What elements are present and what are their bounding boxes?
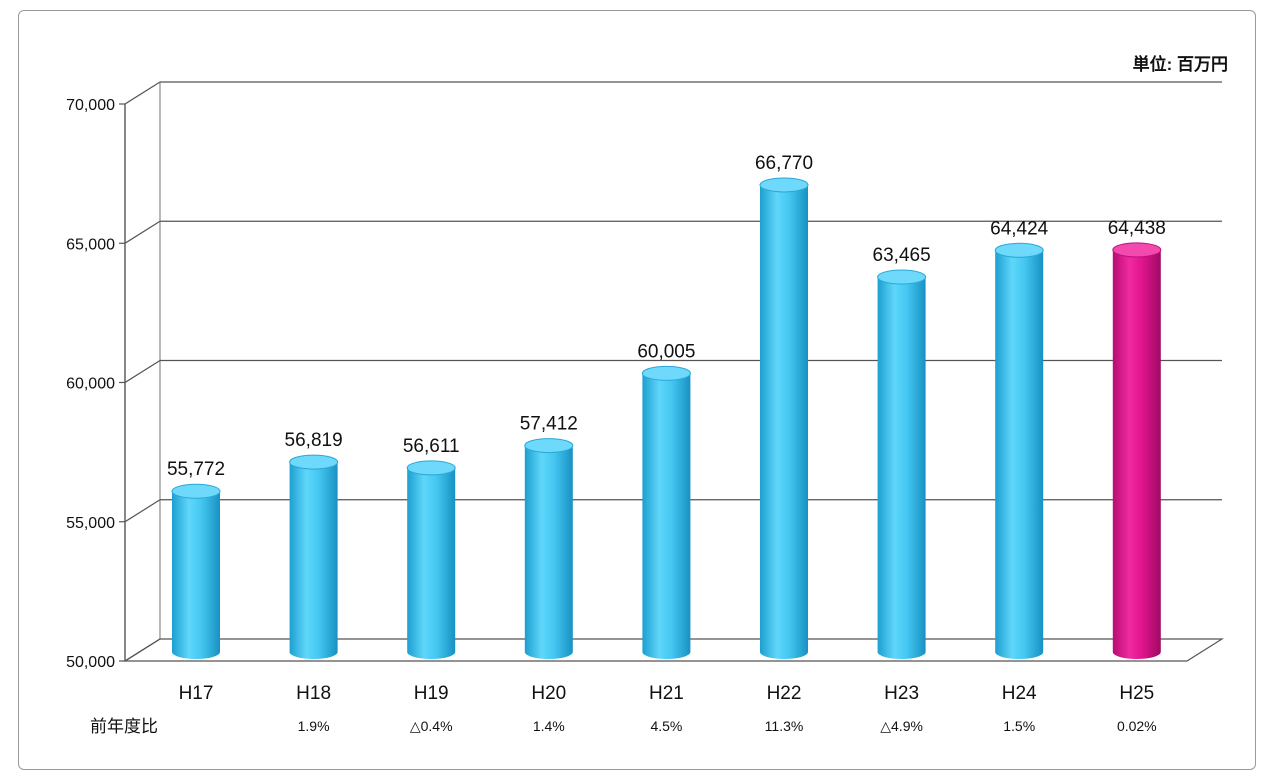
bar-H19 xyxy=(406,460,456,659)
yoy-label: 1.4% xyxy=(533,718,565,734)
bar-H17 xyxy=(171,483,221,659)
data-label: 56,611 xyxy=(403,436,460,457)
yoy-row-label: 前年度比 xyxy=(90,717,158,736)
bar-body xyxy=(289,462,338,659)
y-tick-label: 50,000 xyxy=(66,654,115,671)
data-label: 66,770 xyxy=(755,153,813,174)
bar-body xyxy=(877,276,926,659)
bar-H22 xyxy=(759,177,809,659)
bar-H20 xyxy=(524,438,574,659)
x-tick-label: H17 xyxy=(179,683,214,704)
bar-top xyxy=(877,269,927,285)
y-tick-label: 60,000 xyxy=(66,376,115,393)
gridline-diagonal xyxy=(124,638,161,662)
bar-top xyxy=(759,177,809,193)
data-label: 56,819 xyxy=(285,430,343,451)
x-tick-label: H23 xyxy=(884,683,919,704)
bar-top xyxy=(994,242,1044,258)
data-label: 60,005 xyxy=(637,341,695,362)
x-tick-label: H21 xyxy=(649,683,684,704)
data-label: 57,412 xyxy=(520,414,578,435)
bar-H23 xyxy=(877,269,927,659)
bar-H18 xyxy=(289,454,339,659)
bar-top xyxy=(289,454,339,470)
y-tick-label: 55,000 xyxy=(66,515,115,532)
yoy-label: △0.4% xyxy=(410,718,453,734)
x-tick-label: H20 xyxy=(531,683,566,704)
bar-top xyxy=(171,483,221,499)
y-tick-label: 70,000 xyxy=(66,97,115,114)
yoy-label: △4.9% xyxy=(880,718,923,734)
bar-body xyxy=(407,467,456,659)
data-label: 64,438 xyxy=(1108,218,1166,239)
bar-body xyxy=(995,250,1044,659)
bar-top xyxy=(406,460,456,476)
gridline-diagonal xyxy=(124,359,161,384)
bar-body xyxy=(172,491,220,659)
y-tick-label: 65,000 xyxy=(66,236,115,253)
gridline-diagonal xyxy=(124,81,161,105)
yoy-label: 11.3% xyxy=(765,718,804,734)
yoy-label: 1.9% xyxy=(298,718,330,734)
bar-body xyxy=(1112,249,1161,659)
x-tick-label: H19 xyxy=(414,683,449,704)
yoy-label: 1.5% xyxy=(1003,718,1035,734)
bar-top xyxy=(1112,242,1162,258)
gridline-diagonal xyxy=(124,499,161,523)
data-label: 55,772 xyxy=(167,459,225,480)
yoy-label: 4.5% xyxy=(650,718,682,734)
data-label: 63,465 xyxy=(873,245,931,266)
bar-H21 xyxy=(641,365,691,659)
x-tick-label: H22 xyxy=(767,683,802,704)
bar-H24 xyxy=(994,242,1044,659)
bar-chart: 50,000 55,000 60,000 65,000 70,000 55,772 H17 5… xyxy=(66,54,1228,736)
bar-top xyxy=(524,438,574,454)
gridline-diagonal xyxy=(124,220,161,244)
x-tick-label: H25 xyxy=(1119,683,1154,704)
data-label: 64,424 xyxy=(990,218,1049,239)
bar-body xyxy=(760,184,808,659)
x-tick-label: H24 xyxy=(1002,683,1037,704)
bar-top xyxy=(641,365,691,381)
unit-label: 単位: 百万円 xyxy=(1133,54,1228,74)
bar-body xyxy=(642,373,691,659)
x-tick-label: H18 xyxy=(296,683,331,704)
yoy-label: 0.02% xyxy=(1117,718,1157,734)
bar-body xyxy=(524,445,573,659)
bar-H25 xyxy=(1112,242,1162,659)
